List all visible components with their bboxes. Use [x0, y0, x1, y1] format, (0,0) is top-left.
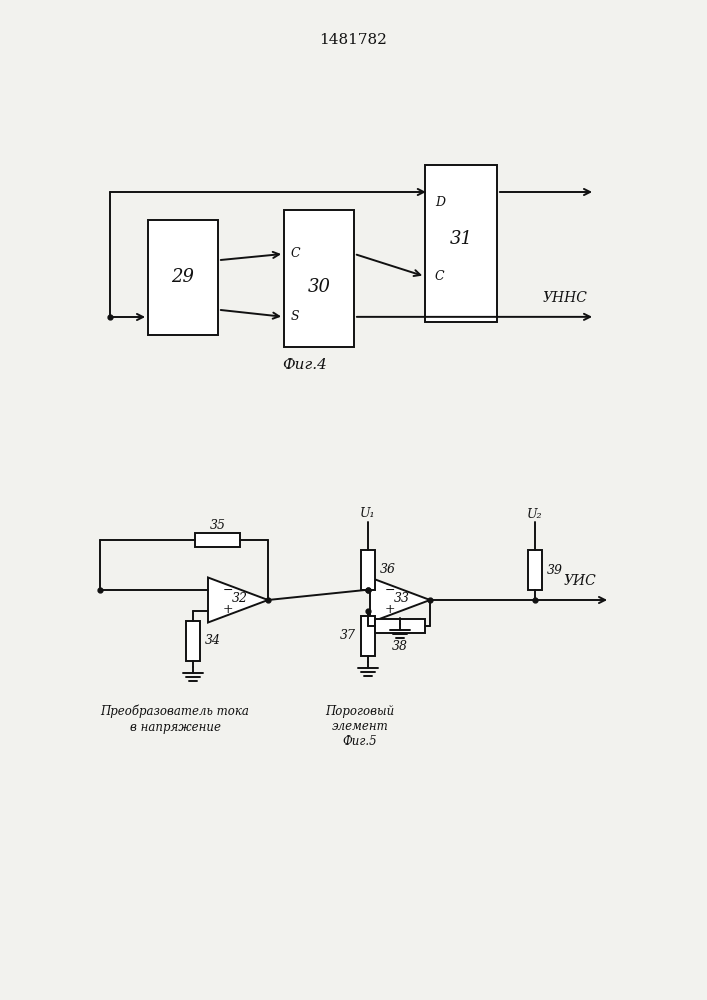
Text: −: −: [384, 584, 395, 597]
Bar: [186, 620, 200, 660]
Text: U₁: U₁: [361, 507, 375, 520]
Text: 1481782: 1481782: [319, 33, 387, 47]
Polygon shape: [208, 578, 268, 622]
Text: 31: 31: [450, 230, 472, 248]
Text: 35: 35: [209, 519, 226, 532]
Text: +: +: [384, 603, 395, 616]
Bar: [148, 220, 218, 335]
Text: УННС: УННС: [542, 291, 588, 305]
Text: 38: 38: [392, 640, 408, 652]
Text: C: C: [435, 270, 445, 283]
Text: 33: 33: [394, 591, 410, 604]
Text: Фиг.4: Фиг.4: [283, 358, 327, 372]
Bar: [284, 210, 354, 347]
Text: S: S: [291, 310, 300, 323]
Text: C: C: [291, 247, 300, 260]
Text: 29: 29: [172, 268, 194, 286]
Text: D: D: [435, 196, 445, 209]
Polygon shape: [370, 578, 430, 622]
Text: 36: 36: [380, 563, 396, 576]
Text: U₂: U₂: [527, 508, 543, 520]
Text: Преобразователь тока
в напряжение: Преобразователь тока в напряжение: [100, 705, 250, 734]
Text: +: +: [222, 603, 233, 616]
Bar: [375, 618, 425, 633]
Text: 37: 37: [340, 629, 356, 642]
Bar: [361, 615, 375, 656]
Bar: [195, 532, 240, 546]
Bar: [425, 165, 497, 322]
Bar: [361, 550, 375, 589]
Text: Пороговый
элемент
Фиг.5: Пороговый элемент Фиг.5: [325, 705, 395, 748]
Text: −: −: [222, 584, 233, 597]
Text: 30: 30: [308, 277, 330, 296]
Text: 34: 34: [205, 634, 221, 647]
Text: УИС: УИС: [563, 574, 597, 588]
Text: 39: 39: [547, 564, 563, 576]
Text: 32: 32: [232, 591, 248, 604]
Bar: [528, 550, 542, 590]
